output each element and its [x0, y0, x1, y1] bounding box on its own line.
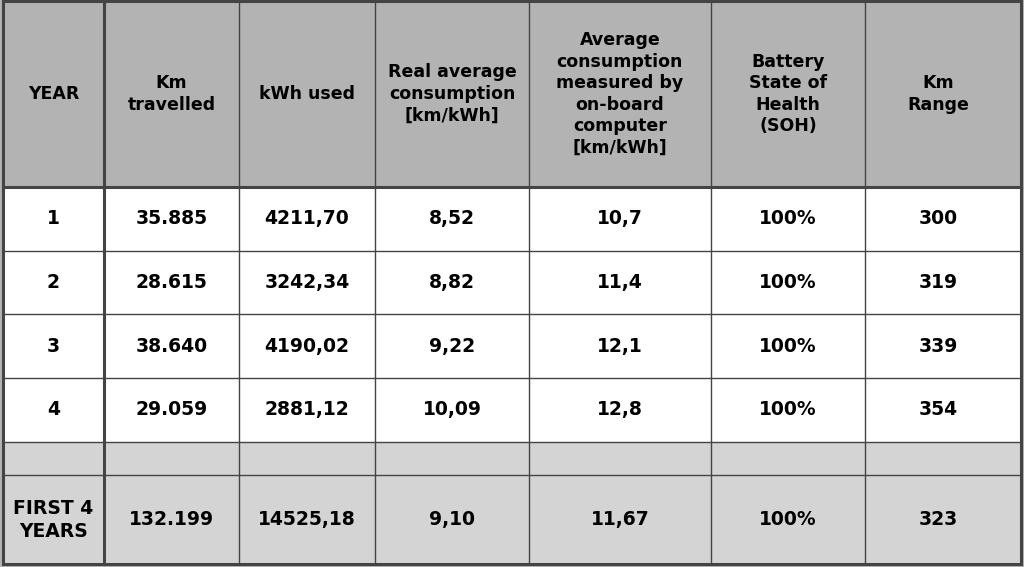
Text: 11,67: 11,67: [591, 510, 649, 529]
Text: Real average
consumption
[km/kWh]: Real average consumption [km/kWh]: [387, 64, 516, 124]
Text: 2: 2: [47, 273, 59, 292]
Text: 323: 323: [919, 510, 957, 529]
Text: Km
Range: Km Range: [907, 74, 969, 114]
Text: 10,7: 10,7: [597, 209, 643, 229]
Text: Battery
State of
Health
(SOH): Battery State of Health (SOH): [749, 53, 827, 135]
Bar: [3, 187, 1021, 251]
Text: 339: 339: [919, 337, 957, 356]
Text: 319: 319: [919, 273, 957, 292]
Text: FIRST 4
YEARS: FIRST 4 YEARS: [13, 499, 93, 540]
Text: 100%: 100%: [759, 400, 817, 420]
Text: 9,10: 9,10: [429, 510, 475, 529]
Text: 100%: 100%: [759, 510, 817, 529]
Text: 38.640: 38.640: [135, 337, 208, 356]
Text: 354: 354: [919, 400, 957, 420]
Text: 4211,70: 4211,70: [264, 209, 349, 229]
Text: 28.615: 28.615: [135, 273, 208, 292]
Text: 4190,02: 4190,02: [264, 337, 349, 356]
Text: 132.199: 132.199: [129, 510, 214, 529]
Bar: [3, 314, 1021, 378]
Text: Km
travelled: Km travelled: [127, 74, 215, 114]
Text: 8,82: 8,82: [429, 273, 475, 292]
Text: 100%: 100%: [759, 337, 817, 356]
Text: 3242,34: 3242,34: [264, 273, 349, 292]
Text: 12,1: 12,1: [597, 337, 643, 356]
Text: 12,8: 12,8: [597, 400, 643, 420]
Text: 14525,18: 14525,18: [258, 510, 355, 529]
Text: kWh used: kWh used: [259, 85, 355, 103]
Text: 1: 1: [47, 209, 59, 229]
Text: 11,4: 11,4: [597, 273, 643, 292]
Text: 100%: 100%: [759, 209, 817, 229]
Bar: [3, 378, 1021, 442]
Text: YEAR: YEAR: [28, 85, 79, 103]
Text: 10,09: 10,09: [423, 400, 481, 420]
Text: 9,22: 9,22: [429, 337, 475, 356]
Bar: [3, 1, 1021, 187]
Text: 300: 300: [919, 209, 957, 229]
Bar: [3, 251, 1021, 314]
Text: 8,52: 8,52: [429, 209, 475, 229]
Text: 35.885: 35.885: [135, 209, 208, 229]
Bar: [3, 476, 1021, 564]
Text: 2881,12: 2881,12: [264, 400, 349, 420]
Bar: [3, 442, 1021, 476]
Text: 100%: 100%: [759, 273, 817, 292]
Text: 4: 4: [47, 400, 59, 420]
Text: 29.059: 29.059: [135, 400, 208, 420]
Text: Average
consumption
measured by
on-board
computer
[km/kWh]: Average consumption measured by on-board…: [556, 31, 684, 156]
Text: 3: 3: [47, 337, 60, 356]
